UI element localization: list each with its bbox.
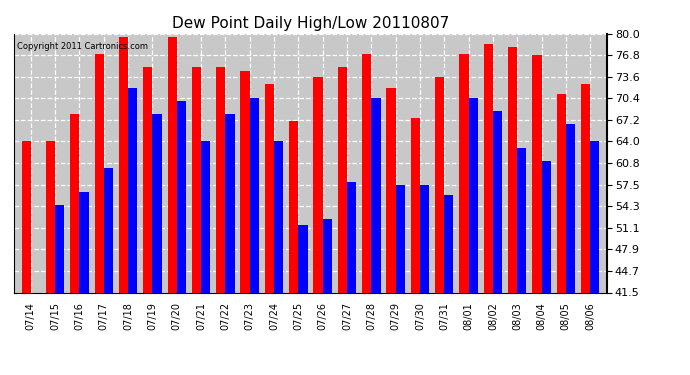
Bar — [128, 87, 137, 375]
Bar — [104, 168, 113, 375]
Bar — [119, 37, 128, 375]
Bar — [557, 94, 566, 375]
Bar — [55, 205, 64, 375]
Bar — [493, 111, 502, 375]
Bar — [386, 87, 395, 375]
Bar — [460, 54, 469, 375]
Bar — [395, 185, 405, 375]
Bar — [484, 44, 493, 375]
Title: Dew Point Daily High/Low 20110807: Dew Point Daily High/Low 20110807 — [172, 16, 449, 31]
Bar — [226, 114, 235, 375]
Bar — [168, 37, 177, 375]
Bar — [192, 68, 201, 375]
Bar — [21, 141, 31, 375]
Bar — [420, 185, 429, 375]
Bar — [144, 68, 152, 375]
Bar — [46, 141, 55, 375]
Bar — [177, 101, 186, 375]
Bar — [201, 141, 210, 375]
Text: Copyright 2011 Cartronics.com: Copyright 2011 Cartronics.com — [17, 42, 148, 51]
Bar — [274, 141, 284, 375]
Bar — [289, 121, 298, 375]
Bar — [411, 118, 420, 375]
Bar — [337, 68, 347, 375]
Bar — [95, 54, 103, 375]
Bar — [581, 84, 590, 375]
Bar — [70, 114, 79, 375]
Bar — [371, 98, 381, 375]
Bar — [347, 182, 356, 375]
Bar — [542, 162, 551, 375]
Bar — [31, 292, 40, 375]
Bar — [469, 98, 477, 375]
Bar — [313, 77, 323, 375]
Bar — [265, 84, 274, 375]
Bar — [250, 98, 259, 375]
Bar — [216, 68, 226, 375]
Bar — [298, 225, 308, 375]
Bar — [240, 71, 250, 375]
Bar — [152, 114, 161, 375]
Bar — [508, 47, 518, 375]
Bar — [444, 195, 453, 375]
Bar — [79, 192, 89, 375]
Bar — [590, 141, 600, 375]
Bar — [323, 219, 332, 375]
Bar — [518, 148, 526, 375]
Bar — [532, 55, 542, 375]
Bar — [362, 54, 371, 375]
Bar — [435, 77, 444, 375]
Bar — [566, 124, 575, 375]
